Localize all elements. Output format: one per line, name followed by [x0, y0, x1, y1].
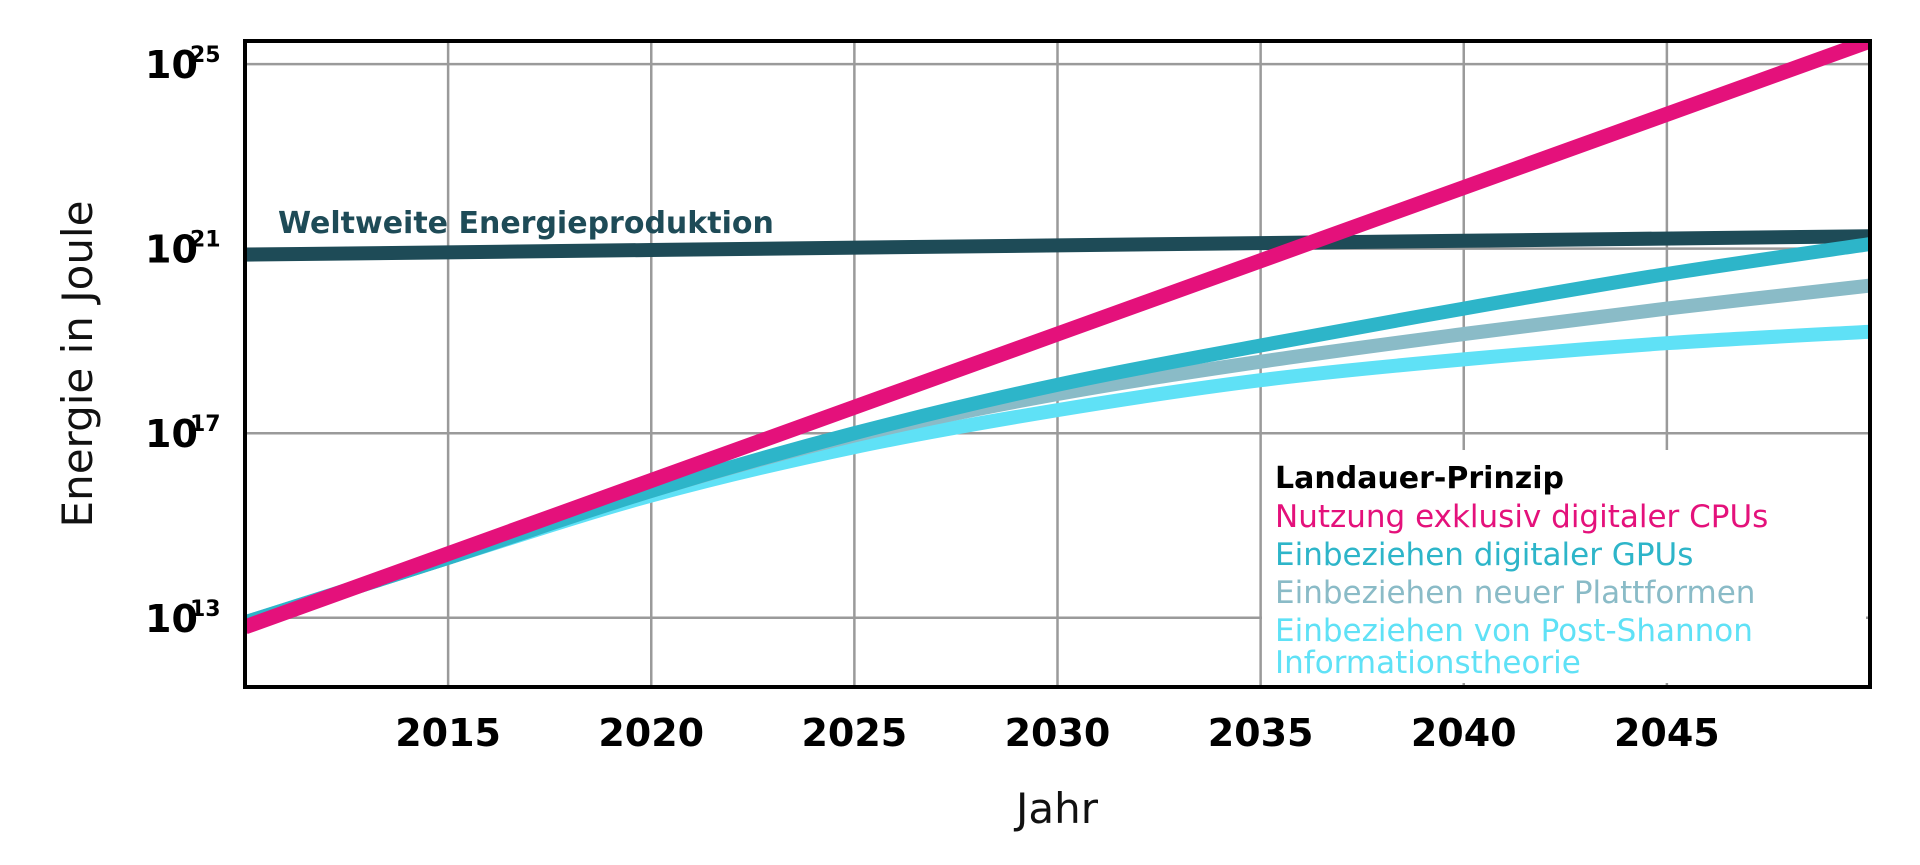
x-tick-label: 2025: [801, 711, 907, 755]
legend: Landauer-Prinzip Nutzung exklusiv digita…: [1262, 450, 1866, 683]
x-tick-label: 2030: [1005, 711, 1111, 755]
legend-item-1: Nutzung exklusiv digitaler CPUs: [1275, 499, 1768, 535]
legend-item-4-line1: Einbeziehen von Post-Shannon: [1275, 613, 1753, 649]
x-tick-label: 2035: [1208, 711, 1314, 755]
series-line-0: [245, 229, 1870, 262]
x-axis-title: Jahr: [1013, 784, 1099, 833]
y-tick-exponent: 25: [190, 43, 221, 68]
plot-border: [243, 39, 1872, 689]
x-tick-label: 2015: [395, 711, 501, 755]
legend-item-3: Einbeziehen neuer Plattformen: [1275, 575, 1755, 611]
world-energy-label: Weltweite Energieproduktion: [278, 206, 774, 241]
x-tick-label: 2045: [1614, 711, 1720, 755]
legend-title: Landauer-Prinzip: [1275, 461, 1564, 496]
x-tick-label: 2020: [598, 711, 704, 755]
y-tick-exponent: 13: [190, 597, 221, 622]
y-tick-exponent: 21: [190, 228, 221, 253]
legend-background: [1262, 450, 1866, 683]
series-line-1: [245, 41, 1870, 635]
y-tick-base: 10: [145, 597, 198, 641]
y-tick-base: 10: [145, 228, 198, 272]
y-tick-exponent: 17: [190, 412, 221, 437]
x-tick-label: 2040: [1411, 711, 1517, 755]
x-axis-ticks: 2015 2020 2025 2030 2035 2040 2045: [395, 711, 1720, 755]
y-tick-base: 10: [145, 412, 198, 456]
series-lines: [245, 41, 1870, 635]
y-axis-title: Energie in Joule: [53, 201, 102, 528]
legend-item-2: Einbeziehen digitaler GPUs: [1275, 537, 1693, 573]
y-tick-base: 10: [145, 43, 198, 87]
legend-item-4-line2: Informationstheorie: [1275, 645, 1581, 681]
